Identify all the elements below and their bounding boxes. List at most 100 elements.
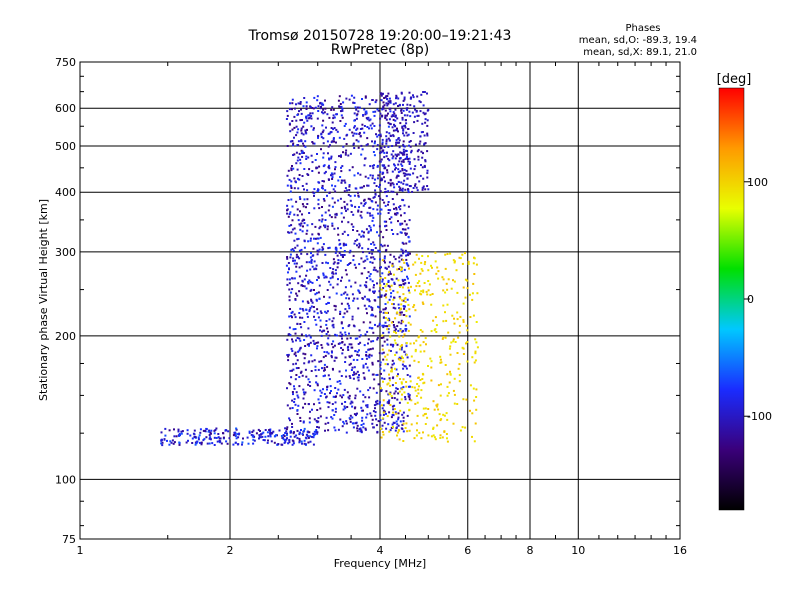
data-point <box>390 426 393 429</box>
data-point <box>348 397 351 400</box>
data-point <box>389 110 392 113</box>
data-point <box>327 152 329 155</box>
data-point <box>391 303 394 305</box>
data-point <box>385 224 388 227</box>
data-point <box>358 206 360 209</box>
data-point <box>360 216 363 219</box>
data-point <box>362 204 365 207</box>
data-point <box>287 333 290 336</box>
data-point <box>296 394 299 397</box>
data-point <box>303 239 306 242</box>
y-tick-label: 75 <box>62 533 76 546</box>
data-point <box>379 419 382 422</box>
data-point <box>337 99 340 102</box>
data-point <box>321 346 324 349</box>
data-point <box>458 331 461 334</box>
data-point <box>324 226 327 229</box>
data-point <box>432 400 435 403</box>
data-point <box>299 162 302 165</box>
data-point <box>340 279 342 282</box>
data-point <box>394 157 397 160</box>
data-point <box>177 430 180 433</box>
data-point <box>379 277 382 280</box>
data-point <box>313 434 316 437</box>
data-point <box>305 158 308 160</box>
data-point <box>354 205 357 208</box>
data-point <box>389 288 392 291</box>
data-point <box>309 336 312 339</box>
data-point <box>392 273 395 276</box>
data-point <box>413 437 416 440</box>
data-point <box>383 151 386 154</box>
data-point <box>328 116 331 119</box>
x-tick-label: 6 <box>464 544 471 557</box>
data-point <box>218 437 221 440</box>
data-point <box>386 95 389 97</box>
data-point <box>361 358 364 360</box>
data-point <box>322 198 325 200</box>
data-point <box>291 422 293 425</box>
data-point <box>354 397 357 400</box>
data-point <box>357 379 360 382</box>
data-point <box>317 232 320 235</box>
data-point <box>294 378 297 381</box>
data-point <box>315 323 318 326</box>
data-point <box>372 286 375 289</box>
data-point <box>407 289 410 292</box>
data-point <box>405 232 408 235</box>
data-point <box>388 100 391 103</box>
data-point <box>357 146 360 149</box>
data-point <box>340 166 342 169</box>
data-point <box>371 418 374 421</box>
data-point <box>326 113 329 116</box>
data-point <box>266 431 269 434</box>
data-point <box>362 422 365 425</box>
data-point <box>416 114 419 117</box>
data-point <box>404 250 407 253</box>
data-point <box>375 418 378 421</box>
data-point <box>305 433 308 436</box>
data-point <box>348 394 351 397</box>
data-point <box>393 281 396 284</box>
data-point <box>334 410 337 413</box>
data-point <box>314 267 317 270</box>
data-point <box>386 318 389 321</box>
data-point <box>310 298 313 301</box>
data-point <box>418 280 421 283</box>
data-point <box>384 325 387 328</box>
data-point <box>415 395 418 397</box>
data-point <box>222 432 224 435</box>
data-point <box>328 334 331 337</box>
data-point <box>369 386 372 389</box>
data-point <box>294 328 297 330</box>
data-point <box>296 409 299 411</box>
data-point <box>280 435 283 437</box>
data-point <box>380 243 383 246</box>
data-point <box>328 204 331 207</box>
data-point <box>422 431 424 434</box>
x-axis-label: Frequency [MHz] <box>334 557 426 570</box>
data-point <box>297 187 300 190</box>
data-point <box>332 128 335 131</box>
data-point <box>322 137 325 140</box>
data-point <box>330 157 333 160</box>
data-point <box>317 398 320 401</box>
data-point <box>369 124 372 127</box>
data-point <box>313 403 315 406</box>
data-point <box>342 256 344 258</box>
data-point <box>407 392 410 395</box>
data-point <box>357 140 360 143</box>
data-point <box>387 100 390 103</box>
data-point <box>462 353 465 355</box>
data-point <box>362 426 365 429</box>
data-point <box>393 397 396 400</box>
data-point <box>318 284 321 287</box>
data-point <box>386 325 389 328</box>
data-point <box>327 352 330 355</box>
data-point <box>405 254 408 257</box>
data-point <box>403 153 406 156</box>
data-point <box>389 343 392 346</box>
data-point <box>355 422 357 425</box>
data-point <box>299 339 302 342</box>
data-point <box>362 366 365 369</box>
